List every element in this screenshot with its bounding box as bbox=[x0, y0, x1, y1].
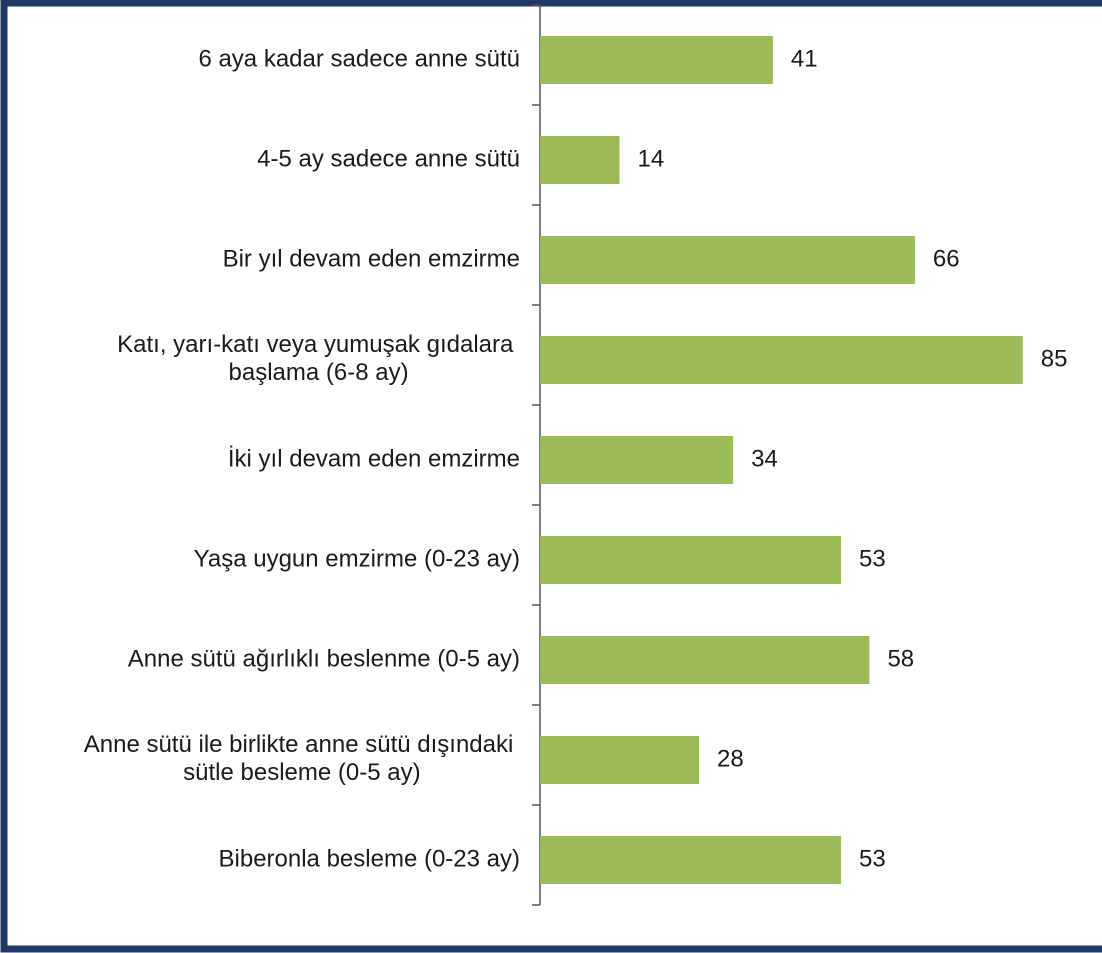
value-label: 41 bbox=[791, 45, 818, 72]
bar bbox=[540, 636, 870, 684]
category-label: 6 aya kadar sadece anne sütü bbox=[198, 45, 520, 72]
bar bbox=[540, 336, 1023, 384]
bar bbox=[540, 736, 700, 784]
value-label: 14 bbox=[638, 145, 665, 172]
category-label-line: Katı, yarı-katı veya yumuşak gıdalara bbox=[117, 331, 520, 358]
category-label-line: Anne sütü ile birlikte anne sütü dışında… bbox=[84, 731, 520, 758]
category-label: 4-5 ay sadece anne sütü bbox=[257, 145, 520, 172]
category-label: Yaşa uygun emzirme (0-23 ay) bbox=[194, 545, 520, 572]
value-label: 53 bbox=[859, 545, 886, 572]
bar bbox=[540, 436, 734, 484]
value-label: 85 bbox=[1041, 345, 1068, 372]
bar bbox=[540, 236, 915, 284]
category-label-line: başlama (6-8 ay) bbox=[229, 359, 409, 386]
value-label: 53 bbox=[859, 845, 886, 872]
value-label: 66 bbox=[933, 245, 960, 272]
value-label: 58 bbox=[887, 645, 914, 672]
category-label: Bir yıl devam eden emzirme bbox=[223, 245, 520, 272]
category-label: Anne sütü ağırlıklı beslenme (0-5 ay) bbox=[128, 645, 520, 672]
category-label: İki yıl devam eden emzirme bbox=[228, 445, 520, 472]
bar bbox=[540, 536, 842, 584]
bar bbox=[540, 36, 773, 84]
category-label: Katı, yarı-katı veya yumuşak gıdalara ba… bbox=[117, 331, 520, 386]
category-label: Biberonla besleme (0-23 ay) bbox=[219, 845, 521, 872]
bar bbox=[540, 136, 620, 184]
value-label: 34 bbox=[751, 445, 778, 472]
bar bbox=[540, 836, 842, 884]
value-label: 28 bbox=[717, 745, 744, 772]
category-label-line: sütle besleme (0-5 ay) bbox=[183, 759, 420, 786]
category-label: Anne sütü ile birlikte anne sütü dışında… bbox=[84, 731, 520, 786]
